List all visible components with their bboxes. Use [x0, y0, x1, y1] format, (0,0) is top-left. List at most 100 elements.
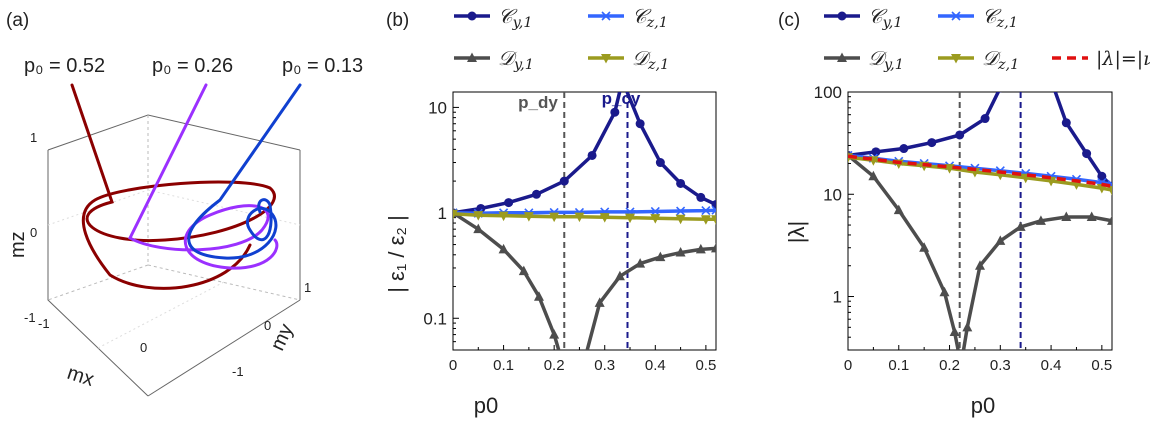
data-point — [711, 242, 716, 253]
data-point — [1046, 176, 1057, 187]
x-tick-label: 0 — [844, 357, 852, 374]
panel-b-label: (b) — [386, 10, 409, 31]
data-point — [919, 242, 930, 252]
x-tick-label: 0.4 — [645, 357, 666, 374]
series-dz1 — [453, 209, 716, 225]
data-point — [868, 170, 879, 181]
data-point — [939, 286, 950, 297]
axis-label-mx: mx — [64, 362, 96, 391]
data-point — [980, 114, 990, 124]
legend-label: 𝒟z,1 — [632, 46, 669, 73]
y-tick-label: 10 — [823, 185, 842, 204]
z-tick-1: 1 — [30, 130, 37, 145]
data-point — [453, 209, 458, 220]
legend-marker — [467, 11, 477, 21]
x-tick-label: 0 — [449, 357, 457, 374]
legend-marker — [951, 11, 961, 21]
legend-label: 𝒞y,1 — [868, 4, 903, 31]
x-tick-label: 0.1 — [888, 357, 909, 374]
panel-c-plot: 0 0.1 0.2 0.3 0.4 0.5 100 10 1 — [814, 83, 1113, 374]
data-point — [559, 176, 569, 186]
data-point — [504, 198, 514, 208]
legend-label: 𝒞y,1 — [498, 4, 533, 31]
legend-item: 𝒟y,1 — [454, 46, 534, 73]
y-tick-label: 1 — [438, 204, 447, 223]
data-point — [899, 144, 909, 154]
legend-marker — [601, 11, 611, 21]
legend-label: 𝒞z,1 — [982, 4, 1018, 31]
data-point — [594, 297, 605, 307]
legend-item: 𝒞y,1 — [454, 4, 533, 31]
series-cy1 — [453, 92, 716, 218]
legend-label: 𝒟y,1 — [868, 46, 904, 73]
vline-label-pdy: p_dy — [518, 93, 558, 112]
data-point — [635, 258, 646, 268]
panel-a-3d-trajectories: (a) p₀ = 0.52 p₀ = 0.26 p₀ = 0.13 1 0 -1… — [6, 10, 363, 397]
y-tick-label: 0.1 — [423, 309, 447, 328]
cube-frame — [47, 114, 301, 397]
y-tick-label: 1 — [833, 288, 842, 307]
data-point — [531, 189, 541, 199]
data-point — [711, 215, 716, 225]
data-point — [549, 212, 560, 223]
data-point — [1097, 171, 1107, 181]
data-point — [587, 150, 597, 160]
data-point — [998, 92, 1002, 93]
series-line — [453, 208, 716, 216]
plot-body — [453, 92, 716, 365]
data-point — [944, 164, 955, 174]
data-point — [995, 235, 1006, 245]
legend-marker — [467, 52, 477, 62]
panel-a-label: (a) — [6, 10, 29, 31]
data-point — [700, 215, 711, 225]
data-point — [1082, 149, 1092, 159]
y-tick-label: 100 — [814, 83, 842, 102]
y-tick-1: -1 — [232, 364, 244, 379]
trajectory-026 — [128, 83, 279, 270]
trajectory-052 — [70, 83, 276, 290]
vline-label-pcy: p_cy — [602, 89, 641, 108]
data-point — [635, 119, 645, 129]
data-point — [1061, 118, 1071, 128]
data-point — [580, 355, 590, 365]
panel-b-xlabel: p0 — [474, 393, 498, 418]
data-point — [1107, 186, 1112, 196]
data-point — [650, 214, 661, 224]
data-point — [701, 206, 711, 216]
legend-marker — [837, 52, 847, 62]
series-line — [848, 154, 1112, 350]
data-point — [711, 205, 716, 215]
data-point — [927, 138, 937, 148]
data-point — [695, 243, 706, 254]
panel-c-chart: (c) 𝒞y,1 𝒞z,1 𝒟y,1 𝒟z,1 |λ|=|ν| 0 0.1 0.2 0.3 0.… — [778, 4, 1150, 418]
data-point — [1086, 211, 1097, 221]
legend-item: |λ|=|ν| — [1052, 48, 1150, 70]
series-dy1 — [848, 149, 1112, 350]
z-tick-m1: -1 — [24, 310, 36, 325]
data-point — [610, 107, 620, 117]
panel-c-xlabel: p0 — [971, 393, 995, 418]
data-point — [614, 270, 625, 281]
data-point — [523, 212, 534, 222]
legend-item: 𝒞z,1 — [588, 4, 668, 31]
series-line — [453, 211, 716, 350]
data-point — [696, 192, 706, 202]
axis-label-my: my — [267, 321, 298, 354]
legend-label: 𝒟z,1 — [982, 46, 1019, 73]
data-point — [955, 130, 965, 140]
data-point — [1107, 215, 1112, 225]
data-point — [473, 211, 484, 221]
x-tick-label: 0.2 — [939, 357, 960, 374]
data-point — [549, 329, 560, 339]
x-tick-label: 0.5 — [1091, 357, 1112, 374]
x-tick-label: 0.4 — [1041, 357, 1062, 374]
data-point — [1035, 215, 1046, 225]
x-tick-m1: -1 — [38, 316, 50, 331]
data-point — [675, 247, 686, 257]
data-point — [655, 158, 665, 168]
data-point — [676, 206, 686, 216]
series-line — [453, 212, 716, 221]
legend-label: 𝒟y,1 — [498, 46, 534, 73]
legend-marker — [601, 54, 611, 64]
y-tick-label: 10 — [428, 98, 447, 117]
